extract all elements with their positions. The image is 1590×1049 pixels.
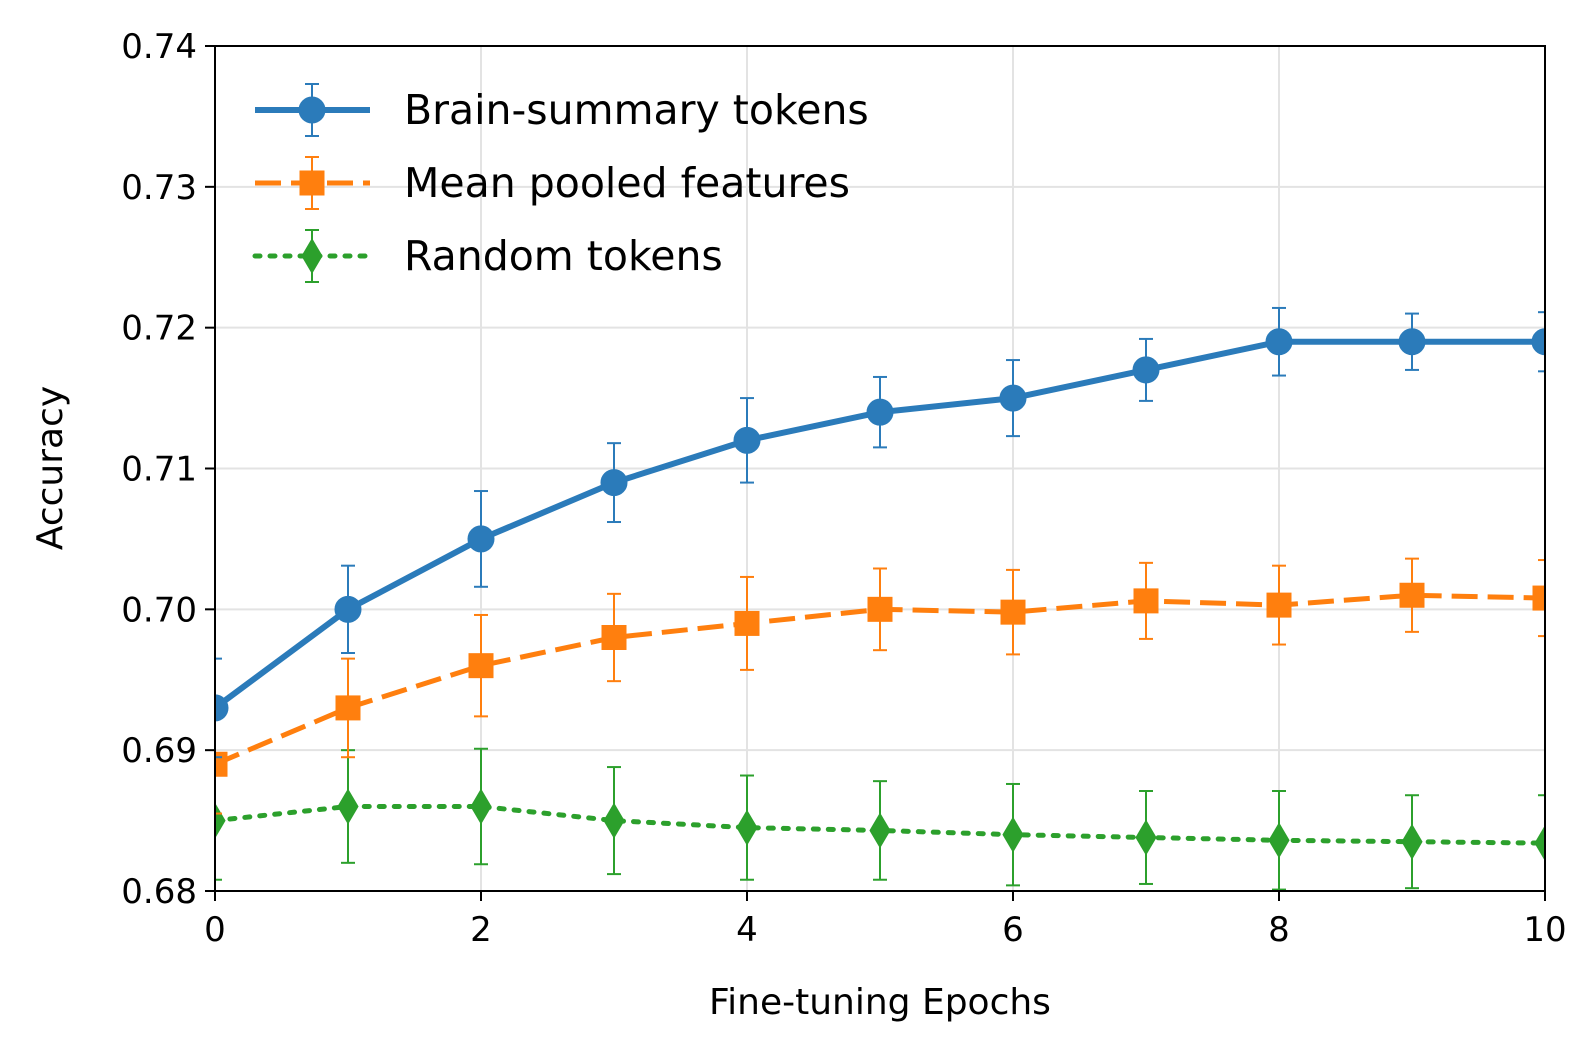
data-point xyxy=(1534,825,1545,862)
x-tick-label: 4 xyxy=(736,910,758,950)
data-point xyxy=(1000,599,1026,625)
data-point xyxy=(470,788,492,825)
data-point xyxy=(1002,816,1024,853)
x-tick-label: 8 xyxy=(1268,910,1290,950)
x-tick-label: 6 xyxy=(1002,910,1024,950)
data-point xyxy=(215,802,226,839)
data-point xyxy=(866,398,894,426)
data-point xyxy=(869,812,891,849)
legend-item: Brain-summary tokens xyxy=(255,83,869,137)
y-axis-title: Accuracy xyxy=(30,386,71,550)
data-point xyxy=(1268,822,1290,859)
data-point xyxy=(601,625,627,650)
x-tick-label: 10 xyxy=(1523,910,1566,950)
x-axis-title: Fine-tuning Epochs xyxy=(709,982,1051,1023)
x-tick-label: 0 xyxy=(204,910,226,950)
data-point xyxy=(467,525,495,553)
data-point xyxy=(1266,592,1292,618)
data-point xyxy=(337,788,359,825)
data-point xyxy=(1401,823,1423,860)
series-brain-summary-tokens xyxy=(215,306,1545,759)
y-tick-label: 0.72 xyxy=(121,309,197,349)
data-point xyxy=(335,695,361,721)
data-point xyxy=(603,802,625,839)
data-point xyxy=(600,469,628,497)
legend-marker xyxy=(298,96,326,124)
data-point xyxy=(468,653,494,679)
data-point xyxy=(736,809,758,846)
x-tick-label: 2 xyxy=(470,910,492,950)
plot-series xyxy=(215,306,1545,891)
data-point xyxy=(1132,356,1160,384)
data-point xyxy=(1532,585,1545,611)
y-tick-label: 0.74 xyxy=(121,27,197,67)
data-point xyxy=(1133,588,1159,614)
legend: Brain-summary tokens Mean pooled features… xyxy=(252,83,869,283)
y-tick-label: 0.70 xyxy=(121,590,197,630)
y-tick-label: 0.71 xyxy=(121,450,197,490)
y-tick-label: 0.73 xyxy=(121,168,197,208)
data-point xyxy=(1531,328,1545,356)
data-point xyxy=(1265,328,1293,356)
y-tick-label: 0.69 xyxy=(121,731,197,771)
data-point xyxy=(733,426,761,454)
legend-marker xyxy=(299,170,325,196)
legend-label: Mean pooled features xyxy=(404,159,850,207)
axis-ticks: 0.68 0.69 0.70 0.71 0.72 0.73 0.74 0 2 4 6 8 10 xyxy=(121,27,1566,950)
legend-item: Mean pooled features xyxy=(255,156,850,210)
series-mean-pooled-features xyxy=(215,557,1545,815)
data-point xyxy=(1399,582,1425,608)
legend-label: Random tokens xyxy=(404,232,723,280)
legend-marker xyxy=(301,238,323,274)
data-point xyxy=(1398,328,1426,356)
data-point xyxy=(215,751,228,777)
legend-item: Random tokens xyxy=(252,229,723,283)
data-point xyxy=(334,595,362,623)
series-random-tokens xyxy=(215,747,1545,891)
data-point xyxy=(867,596,893,622)
data-point xyxy=(734,610,760,636)
data-point xyxy=(999,384,1027,412)
data-point xyxy=(215,694,229,722)
data-point xyxy=(1135,819,1157,856)
y-tick-label: 0.68 xyxy=(121,872,197,912)
legend-label: Brain-summary tokens xyxy=(404,86,869,134)
